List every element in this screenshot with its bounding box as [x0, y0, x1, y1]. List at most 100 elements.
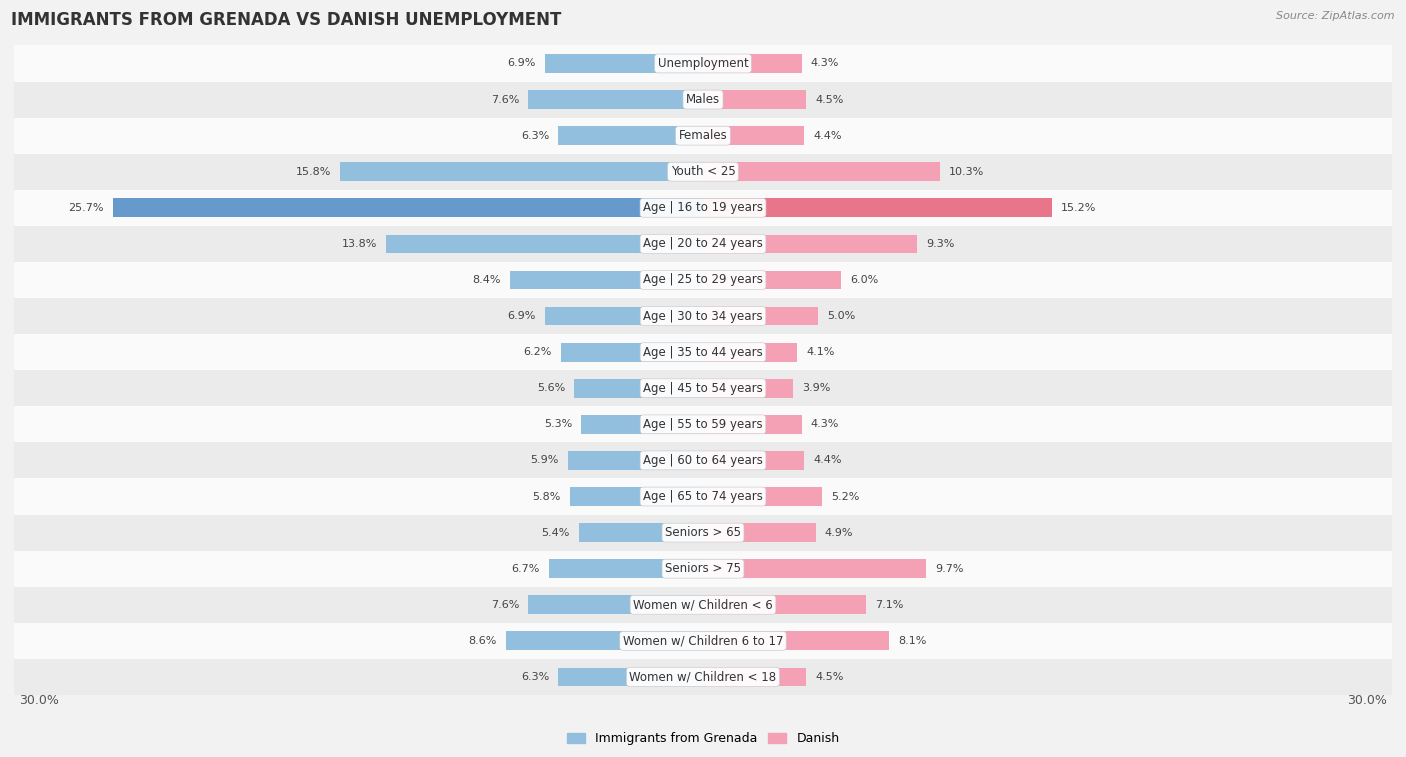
Text: 6.2%: 6.2% — [523, 347, 551, 357]
Bar — [14, 587, 1392, 623]
Bar — [703, 54, 801, 73]
Text: 6.7%: 6.7% — [512, 564, 540, 574]
Bar — [703, 523, 815, 542]
Text: 7.6%: 7.6% — [491, 600, 519, 610]
Bar — [14, 478, 1392, 515]
Text: 30.0%: 30.0% — [1347, 694, 1388, 707]
Bar — [14, 82, 1392, 117]
Text: Age | 60 to 64 years: Age | 60 to 64 years — [643, 454, 763, 467]
Bar — [506, 631, 703, 650]
Text: Age | 65 to 74 years: Age | 65 to 74 years — [643, 490, 763, 503]
Bar — [14, 623, 1392, 659]
Bar — [703, 343, 797, 362]
Text: 8.1%: 8.1% — [898, 636, 927, 646]
Bar — [14, 334, 1392, 370]
Bar — [14, 117, 1392, 154]
Bar — [529, 596, 703, 614]
Text: Age | 30 to 34 years: Age | 30 to 34 years — [643, 310, 763, 322]
Text: Age | 45 to 54 years: Age | 45 to 54 years — [643, 382, 763, 394]
Bar — [14, 190, 1392, 226]
Text: 25.7%: 25.7% — [67, 203, 104, 213]
Bar — [112, 198, 703, 217]
Bar — [703, 487, 823, 506]
Text: 13.8%: 13.8% — [342, 239, 377, 249]
Text: Women w/ Children 6 to 17: Women w/ Children 6 to 17 — [623, 634, 783, 647]
Bar — [703, 235, 917, 254]
Bar — [703, 126, 804, 145]
Text: 8.6%: 8.6% — [468, 636, 496, 646]
Bar — [14, 442, 1392, 478]
Bar — [387, 235, 703, 254]
Bar — [529, 90, 703, 109]
Bar — [340, 162, 703, 181]
Text: 4.1%: 4.1% — [807, 347, 835, 357]
Text: 4.3%: 4.3% — [811, 419, 839, 429]
Text: Age | 35 to 44 years: Age | 35 to 44 years — [643, 346, 763, 359]
Text: Age | 55 to 59 years: Age | 55 to 59 years — [643, 418, 763, 431]
Bar — [703, 162, 939, 181]
Text: Females: Females — [679, 129, 727, 142]
Bar — [14, 154, 1392, 190]
Text: Seniors > 75: Seniors > 75 — [665, 562, 741, 575]
Text: 5.2%: 5.2% — [831, 491, 860, 501]
Bar — [14, 45, 1392, 82]
Text: 4.4%: 4.4% — [813, 456, 842, 466]
Text: 5.8%: 5.8% — [533, 491, 561, 501]
Text: 6.0%: 6.0% — [851, 275, 879, 285]
Text: 9.7%: 9.7% — [935, 564, 963, 574]
Legend: Immigrants from Grenada, Danish: Immigrants from Grenada, Danish — [561, 727, 845, 750]
Text: Women w/ Children < 6: Women w/ Children < 6 — [633, 598, 773, 611]
Bar — [569, 487, 703, 506]
Text: 5.9%: 5.9% — [530, 456, 558, 466]
Text: 15.8%: 15.8% — [295, 167, 330, 176]
Text: 4.4%: 4.4% — [813, 131, 842, 141]
Bar — [581, 415, 703, 434]
Text: IMMIGRANTS FROM GRENADA VS DANISH UNEMPLOYMENT: IMMIGRANTS FROM GRENADA VS DANISH UNEMPL… — [11, 11, 561, 30]
Bar — [510, 270, 703, 289]
Bar — [544, 54, 703, 73]
Text: 9.3%: 9.3% — [925, 239, 955, 249]
Text: 5.3%: 5.3% — [544, 419, 572, 429]
Bar — [14, 298, 1392, 334]
Text: 8.4%: 8.4% — [472, 275, 501, 285]
Text: 7.6%: 7.6% — [491, 95, 519, 104]
Text: Males: Males — [686, 93, 720, 106]
Bar — [703, 198, 1052, 217]
Text: 6.9%: 6.9% — [508, 58, 536, 68]
Bar — [703, 559, 925, 578]
Bar — [575, 378, 703, 397]
Bar — [558, 126, 703, 145]
Bar — [14, 226, 1392, 262]
Text: Age | 16 to 19 years: Age | 16 to 19 years — [643, 201, 763, 214]
Bar — [703, 415, 801, 434]
Text: 5.6%: 5.6% — [537, 383, 565, 393]
Text: Age | 20 to 24 years: Age | 20 to 24 years — [643, 238, 763, 251]
Bar — [14, 407, 1392, 442]
Bar — [703, 378, 793, 397]
Bar — [579, 523, 703, 542]
Text: Women w/ Children < 18: Women w/ Children < 18 — [630, 671, 776, 684]
Text: 15.2%: 15.2% — [1062, 203, 1097, 213]
Bar — [14, 262, 1392, 298]
Text: Youth < 25: Youth < 25 — [671, 165, 735, 178]
Text: 4.5%: 4.5% — [815, 672, 844, 682]
Bar — [703, 90, 807, 109]
Text: 3.9%: 3.9% — [801, 383, 830, 393]
Bar — [568, 451, 703, 470]
Bar — [14, 659, 1392, 695]
Text: 5.4%: 5.4% — [541, 528, 569, 537]
Bar — [544, 307, 703, 326]
Text: 4.5%: 4.5% — [815, 95, 844, 104]
Text: 30.0%: 30.0% — [18, 694, 59, 707]
Text: Unemployment: Unemployment — [658, 57, 748, 70]
Text: Source: ZipAtlas.com: Source: ZipAtlas.com — [1277, 11, 1395, 21]
Bar — [14, 370, 1392, 407]
Bar — [558, 668, 703, 687]
Text: 6.3%: 6.3% — [520, 672, 550, 682]
Bar — [550, 559, 703, 578]
Text: 6.9%: 6.9% — [508, 311, 536, 321]
Bar — [703, 668, 807, 687]
Bar — [703, 451, 804, 470]
Text: 10.3%: 10.3% — [949, 167, 984, 176]
Bar — [14, 550, 1392, 587]
